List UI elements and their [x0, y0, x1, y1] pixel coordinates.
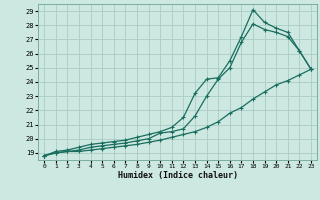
X-axis label: Humidex (Indice chaleur): Humidex (Indice chaleur) [118, 171, 238, 180]
